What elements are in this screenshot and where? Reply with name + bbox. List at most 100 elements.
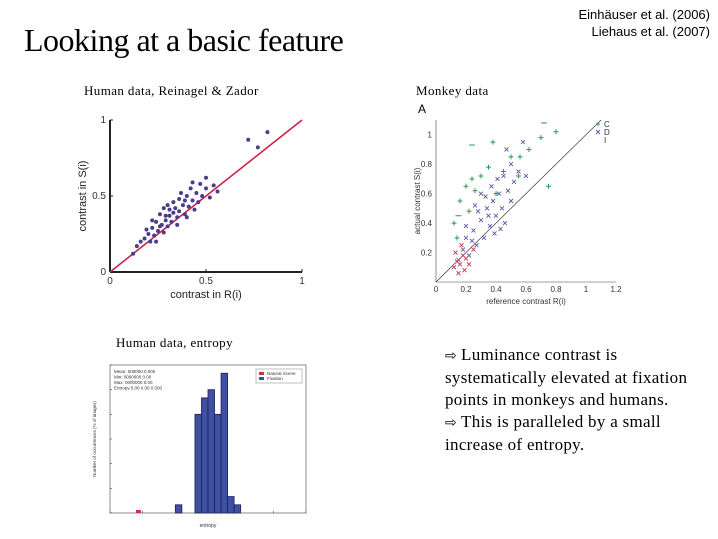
- histogram-bar: [194, 413, 202, 514]
- data-point: [553, 129, 559, 135]
- data-point: [255, 145, 260, 150]
- data-point: [451, 264, 457, 270]
- data-point: [508, 154, 514, 160]
- data-point: [184, 194, 189, 198]
- data-point: [493, 213, 499, 219]
- data-point: [493, 191, 499, 197]
- y-tick-label: 0.4: [421, 219, 433, 228]
- y-tick-label: 0: [100, 267, 106, 278]
- y-tick-label: 1: [100, 115, 106, 126]
- x-tick-label: 0.6: [520, 285, 532, 294]
- data-point: [478, 191, 484, 196]
- data-point: [171, 210, 176, 215]
- data-point: [490, 139, 496, 145]
- data-point: [175, 222, 180, 227]
- citation-1: Einhäuser et al. (2006): [578, 7, 710, 22]
- annotation-line: Max: 0000000 0.00: [114, 380, 153, 385]
- data-point: [144, 227, 149, 232]
- data-point: [451, 220, 457, 226]
- data-point: [246, 137, 251, 142]
- data-point: [472, 188, 478, 194]
- data-point: [502, 220, 508, 226]
- data-point: [175, 215, 180, 220]
- identity-line: [109, 119, 303, 273]
- y-axis-label: actual contrast S(i): [413, 167, 422, 234]
- data-point: [489, 183, 494, 189]
- legend-entry: Fixation: [267, 376, 283, 381]
- red-mark: [135, 510, 139, 513]
- citations: Einhäuser et al. (2006) Liehaus et al. (…: [578, 6, 710, 40]
- data-point: [511, 179, 517, 185]
- bullet-text-1: Luminance contrast is systematically ele…: [445, 345, 688, 409]
- data-point: [265, 130, 270, 135]
- histogram-bar: [227, 496, 235, 514]
- data-point: [173, 206, 178, 211]
- data-point: [211, 183, 216, 188]
- citation-2: Liehaus et al. (2007): [591, 24, 710, 39]
- data-point: [505, 188, 511, 194]
- data-point: [501, 169, 506, 175]
- legend-entry: D: [604, 128, 610, 137]
- chart-monkey-contrast: 0 0.2 0.4 0.6 0.8 1 1.2 0.2 0.4 0.6 0.8 1 CDIreferen…: [413, 119, 622, 306]
- data-point: [462, 267, 467, 273]
- arrow-right-icon: ⇨: [445, 348, 458, 364]
- data-point: [167, 207, 172, 212]
- data-point: [165, 203, 170, 208]
- data-point: [499, 206, 505, 211]
- legend-marker: [595, 129, 601, 135]
- x-tick-label: 0: [107, 276, 113, 287]
- data-point: [478, 173, 484, 179]
- data-point: [198, 181, 203, 186]
- data-point: [517, 154, 523, 160]
- data-point: [471, 247, 476, 252]
- x-axis-label: entropy: [200, 523, 217, 529]
- data-point: [167, 213, 172, 218]
- bullet-text-2: This is paralleled by a small increase o…: [445, 412, 661, 454]
- y-tick-label: 0.6: [421, 190, 433, 199]
- data-point: [157, 224, 162, 229]
- data-point: [146, 232, 151, 236]
- data-point: [492, 231, 497, 236]
- y-tick-label: 0.2: [421, 249, 433, 258]
- data-point: [184, 215, 189, 220]
- data-point: [131, 251, 136, 256]
- data-point: [516, 169, 521, 174]
- data-point: [165, 224, 170, 229]
- data-point: [190, 198, 195, 203]
- legend-swatch-fixation: [259, 377, 264, 380]
- annotation-line: Mean: 000000.0.000: [114, 369, 156, 374]
- legend-swatch-natural: [259, 372, 264, 375]
- y-tick-label: 0.5: [92, 191, 106, 202]
- x-tick-label: 1.2: [610, 285, 622, 294]
- data-point: [207, 195, 212, 200]
- x-tick-label: 0.8: [550, 285, 562, 294]
- data-point: [520, 139, 526, 145]
- data-point: [138, 239, 143, 244]
- arrow-right-icon: ⇨: [445, 415, 458, 431]
- data-point: [490, 198, 496, 204]
- annotation-line: Entropy 0.00 0.00 0.000: [114, 386, 163, 391]
- slide-title: Looking at a basic feature: [24, 22, 344, 58]
- histogram-bar: [214, 413, 222, 514]
- data-point: [471, 228, 476, 233]
- histogram-bar: [207, 389, 215, 514]
- data-point: [504, 147, 509, 152]
- data-point: [154, 239, 159, 244]
- data-point: [157, 212, 162, 217]
- data-point: [463, 235, 469, 241]
- data-point: [177, 209, 182, 214]
- data-point: [215, 189, 220, 194]
- y-tick-label: 0.8: [421, 160, 433, 169]
- data-point: [538, 135, 544, 141]
- data-point: [496, 191, 502, 196]
- panel-caption-monkey: Monkey data: [416, 83, 489, 98]
- data-point: [495, 176, 500, 182]
- chart-human-contrast: 0 0.5 1 0 0.5 1 contrast in R(i) contrast in S(…: [77, 115, 305, 301]
- data-point: [194, 190, 199, 195]
- x-axis-label: contrast in R(i): [170, 289, 242, 301]
- data-point: [460, 247, 466, 252]
- data-point: [179, 190, 184, 195]
- data-point: [498, 226, 503, 232]
- data-point: [546, 183, 551, 189]
- data-point: [508, 198, 514, 204]
